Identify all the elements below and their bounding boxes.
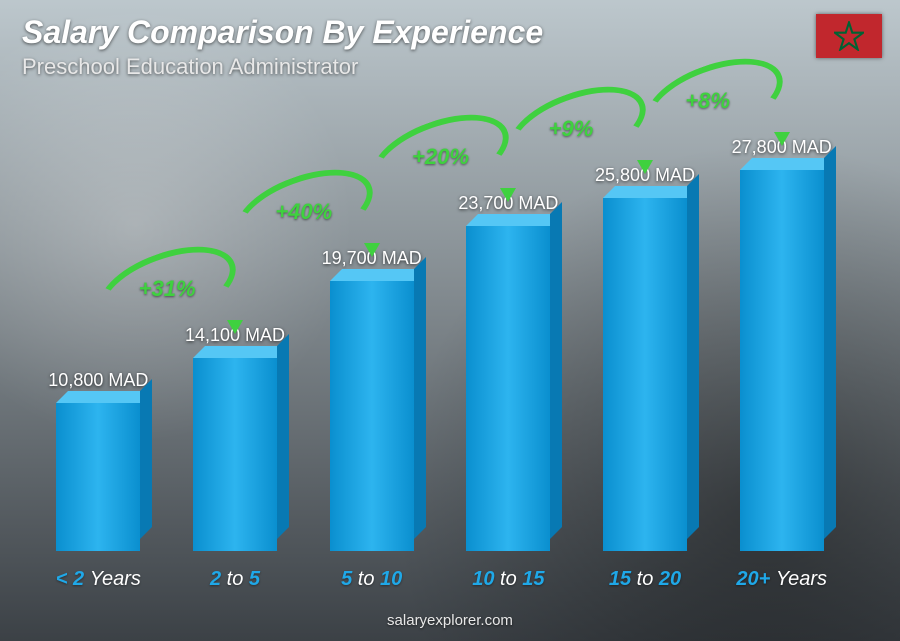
bar <box>56 403 140 551</box>
delta-label: +9% <box>549 116 594 142</box>
category-label: 20+ Years <box>713 568 850 591</box>
delta-label: +20% <box>412 144 469 170</box>
bar-value-label: 10,800 MAD <box>48 370 148 391</box>
category-label: 15 to 20 <box>577 568 714 591</box>
category-label: < 2 Years <box>30 568 167 591</box>
bar <box>193 358 277 551</box>
bar <box>740 170 824 551</box>
delta-label: +40% <box>275 199 332 225</box>
category-label: 2 to 5 <box>167 568 304 591</box>
delta-label: +31% <box>139 276 196 302</box>
delta-arrowhead-icon <box>227 320 243 334</box>
category-row: < 2 Years2 to 55 to 1010 to 1515 to 2020… <box>30 568 850 591</box>
delta-arrowhead-icon <box>637 160 653 174</box>
bar-group: 27,800 MAD <box>713 100 850 551</box>
bar <box>330 281 414 551</box>
bar <box>603 198 687 551</box>
delta-label: +8% <box>685 88 730 114</box>
category-label: 10 to 15 <box>440 568 577 591</box>
page-subtitle: Preschool Education Administrator <box>22 54 358 80</box>
page-title: Salary Comparison By Experience <box>22 14 543 51</box>
delta-arrowhead-icon <box>774 132 790 146</box>
delta-arrowhead-icon <box>364 243 380 257</box>
delta-arrowhead-icon <box>500 188 516 202</box>
footer-credit: salaryexplorer.com <box>0 612 900 629</box>
category-label: 5 to 10 <box>303 568 440 591</box>
country-flag <box>816 14 882 58</box>
flag-star-icon <box>834 21 864 51</box>
bar <box>466 226 550 551</box>
